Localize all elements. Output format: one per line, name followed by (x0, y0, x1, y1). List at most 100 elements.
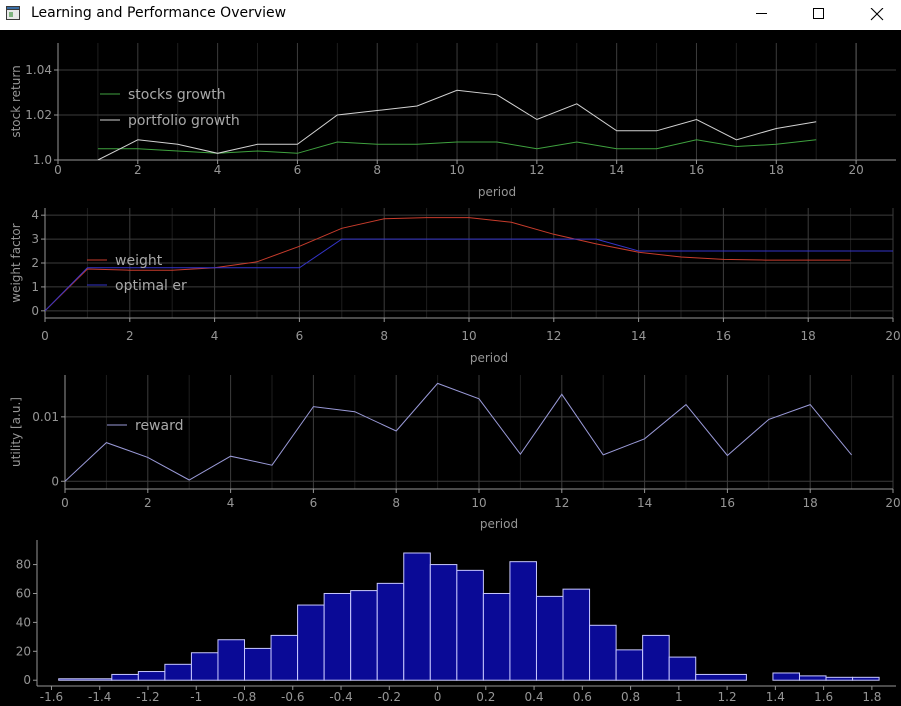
x-tick-label: 16 (716, 329, 731, 343)
histogram-bar (111, 673, 139, 681)
x-tick-label: 20 (848, 163, 863, 177)
x-tick-label: 6 (294, 163, 302, 177)
chart-3: 0 2 4 6 8 10 12 14 16 18 20 0 0.01 period utility [a.u… (9, 375, 901, 531)
y-tick-label: 80 (16, 558, 31, 572)
x-tick-label: 14 (609, 163, 624, 177)
histogram-bar (456, 569, 484, 681)
x-tick-label: 2 (126, 329, 134, 343)
x-tick-label: 1.6 (814, 690, 833, 704)
histogram-bar (615, 649, 644, 681)
window-title: Learning and Performance Overview (31, 5, 287, 21)
histogram-bar (297, 604, 325, 681)
close-button[interactable] (854, 0, 900, 30)
histogram-bar (535, 595, 564, 681)
y-tick-label: 4 (31, 208, 39, 222)
y-tick-label: 60 (16, 586, 31, 600)
y-tick-label: 1.0 (33, 153, 52, 167)
series-line-reward (65, 382, 852, 482)
chart-1: 0 2 4 6 8 10 12 14 16 18 20 1.0 1.02 1.04 period stock … (9, 43, 896, 199)
x-tick-label: 2 (134, 163, 142, 177)
y-tick-label: 0 (23, 673, 31, 687)
histogram-bar (376, 582, 405, 681)
x-tick-label: -1.2 (136, 690, 159, 704)
histogram-bar (429, 564, 458, 681)
histogram-bar (323, 592, 352, 681)
x-tick-label: -0.8 (233, 690, 256, 704)
histogram-bar (642, 634, 670, 681)
histogram-bar (589, 624, 617, 681)
x-tick-label: 1.2 (718, 690, 737, 704)
series-group (65, 382, 852, 482)
histogram-bar (270, 634, 299, 681)
x-tick-label: 6 (296, 329, 304, 343)
y-tick-label: 0 (51, 474, 59, 488)
x-tick-label: 4 (227, 496, 235, 510)
minimize-icon (756, 13, 767, 14)
x-tick-label: 12 (554, 496, 569, 510)
histogram-bar (852, 676, 880, 681)
x-tick-label: -1.6 (40, 690, 63, 704)
x-tick-label: 12 (546, 329, 561, 343)
x-tick-label: 0.2 (476, 690, 495, 704)
legend-label: reward (135, 418, 184, 434)
x-tick-label: 14 (631, 329, 646, 343)
x-tick-label: 0.4 (525, 690, 544, 704)
x-tick-label: 0.6 (573, 690, 592, 704)
histogram-bar (164, 663, 192, 681)
y-tick-label: 1.04 (25, 63, 52, 77)
histogram-bar (217, 639, 246, 681)
histogram-bar (509, 561, 537, 681)
y-tick-label: 0.01 (32, 410, 59, 424)
x-tick-label: 0.8 (621, 690, 640, 704)
x-tick-label: 0 (54, 163, 62, 177)
x-tick-label: 10 (461, 329, 476, 343)
x-tick-label: 18 (803, 496, 818, 510)
x-tick-label: 2 (144, 496, 152, 510)
histogram-bar (772, 672, 800, 681)
y-axis-label: stock return (9, 65, 23, 137)
app-icon (6, 6, 20, 20)
x-tick-label: 14 (637, 496, 652, 510)
minimize-button[interactable] (739, 0, 785, 30)
x-axis-label: period (470, 351, 508, 365)
y-tick-label: 40 (16, 615, 31, 629)
series-line-portfolio-growth (97, 89, 817, 160)
series-group (45, 217, 893, 312)
y-axis-label: utility [a.u.] (9, 397, 23, 467)
series-line-weight (45, 217, 851, 312)
histogram-bar (798, 675, 827, 681)
histogram-bar (244, 647, 272, 681)
x-tick-label: -1.4 (88, 690, 111, 704)
x-tick-label: 8 (392, 496, 400, 510)
series-line-optimal-er (45, 238, 893, 312)
x-tick-label: 4 (211, 329, 219, 343)
maximize-button[interactable] (796, 0, 842, 30)
x-tick-label: 0 (41, 329, 49, 343)
legend-label: weight (115, 253, 163, 269)
x-tick-label: 4 (214, 163, 222, 177)
y-tick-label: 3 (31, 232, 39, 246)
x-tick-label: -1 (190, 690, 202, 704)
histogram-bar (482, 592, 511, 681)
x-tick-label: 20 (885, 496, 900, 510)
x-tick-label: 8 (373, 163, 381, 177)
histogram-bar (668, 656, 697, 681)
legend-label: portfolio growth (128, 113, 240, 129)
x-tick-label: 18 (769, 163, 784, 177)
histogram-bar (137, 671, 166, 681)
x-tick-label: 10 (471, 496, 486, 510)
x-tick-label: -0.2 (378, 690, 401, 704)
maximize-icon (813, 8, 824, 19)
legend-label: optimal er (115, 278, 187, 294)
x-tick-label: 10 (449, 163, 464, 177)
y-tick-label: 0 (31, 304, 39, 318)
x-tick-label: 12 (529, 163, 544, 177)
histogram-bar (562, 588, 591, 681)
x-axis-label: period (478, 185, 516, 199)
x-tick-label: 0 (61, 496, 69, 510)
x-tick-label: 1 (675, 690, 683, 704)
x-tick-label: 1.8 (862, 690, 881, 704)
plots-canvas: 0 2 4 6 8 10 12 14 16 18 201.01.021.04periodstock … (9, 43, 901, 704)
x-tick-label: -0.4 (329, 690, 352, 704)
